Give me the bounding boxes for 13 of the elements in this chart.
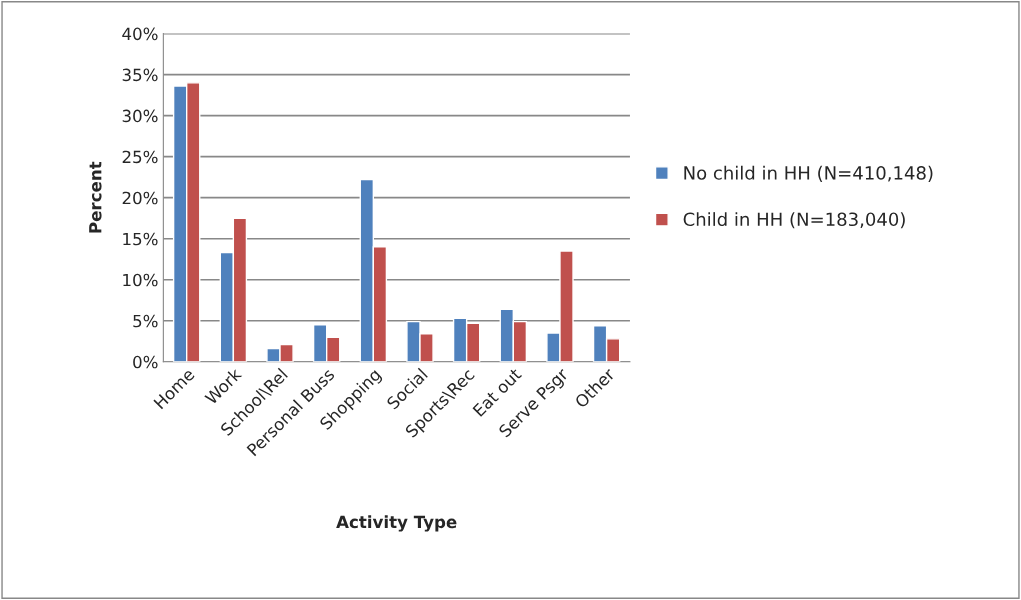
y-tick-label: 0% [133,355,158,369]
y-tick-label: 40% [122,27,158,41]
y-axis-title: Percent [89,161,102,233]
legend-label: No child in HH (N=410,148) [684,165,933,182]
y-tick-label: 5% [133,314,158,328]
y-tick-label: 15% [123,232,158,246]
y-tick-label: 35% [122,68,158,82]
y-tick-label: 30% [122,109,158,123]
y-tick-label: 20% [122,191,158,205]
legend-label: Child in HH (N=183,040) [683,212,905,229]
x-axis-title: Activity Type [336,515,457,532]
y-tick-label: 10% [123,273,158,287]
y-tick-label: 25% [122,150,158,164]
